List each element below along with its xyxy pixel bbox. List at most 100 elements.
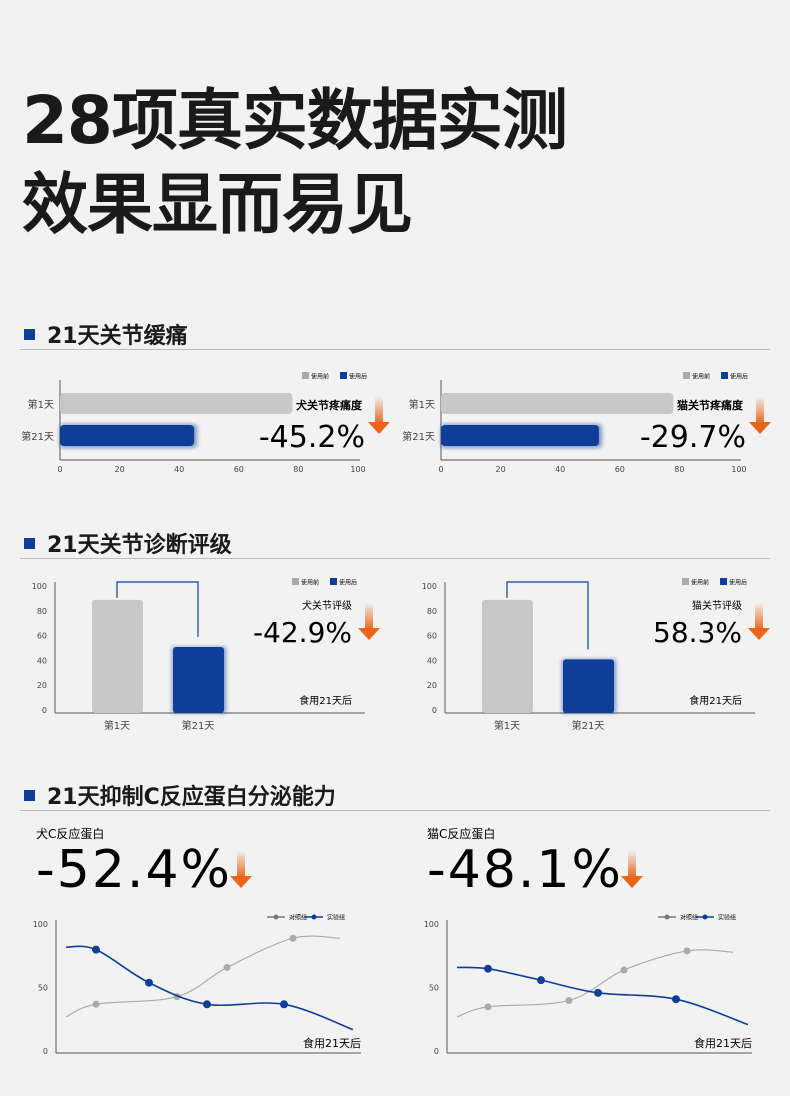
y-tick-label: 0: [42, 706, 47, 715]
legend-swatch: [302, 372, 309, 379]
series-line: [456, 949, 734, 1018]
legend-label: 使用后: [729, 579, 747, 587]
down-arrow-icon: [755, 602, 763, 630]
bar: [441, 393, 674, 414]
data-point: [620, 966, 628, 974]
category-label: 第1天: [104, 719, 130, 732]
legend-label: 使用前: [692, 373, 710, 381]
legend-label: 使用后: [349, 373, 367, 381]
y-tick-label: 0: [434, 1047, 439, 1056]
bar: [482, 599, 533, 713]
section-marker-icon: [24, 789, 35, 801]
data-point: [280, 1000, 288, 1009]
comparison-connector: [506, 581, 589, 650]
section-marker-icon: [24, 537, 35, 549]
y-tick-label: 50: [38, 984, 48, 993]
down-arrow-icon: [756, 396, 764, 424]
legend-marker: [664, 914, 670, 920]
x-tick-label: 0: [438, 465, 443, 474]
data-point: [145, 978, 153, 987]
y-tick-label: 100: [32, 582, 47, 591]
headline-line-1: 28项真实数据实测: [22, 82, 568, 159]
bar: [60, 393, 293, 414]
data-point: [683, 947, 691, 955]
x-tick-label: 100: [350, 465, 365, 474]
legend-label: 使用后: [730, 373, 748, 381]
category-label: 第1天: [494, 719, 520, 732]
metric-label: 犬关节评级: [302, 599, 352, 612]
metric-label: 猫关节评级: [692, 599, 742, 612]
bar: [92, 599, 143, 713]
series-line: [65, 945, 354, 1031]
y-tick-label: 0: [43, 1047, 48, 1056]
legend-swatch: [330, 578, 337, 585]
y-tick-label: 20: [427, 681, 437, 690]
down-arrow-icon: [358, 628, 380, 640]
section-title: 21天抑制C反应蛋白分泌能力: [47, 785, 336, 810]
down-arrow-icon: [748, 628, 770, 640]
legend-swatch: [720, 578, 727, 585]
legend-label: 使用前: [311, 373, 329, 381]
note-label: 食用21天后: [303, 1036, 361, 1050]
x-tick-label: 60: [615, 465, 625, 474]
note-label: 食用21天后: [689, 694, 742, 707]
x-tick-label: 20: [496, 465, 506, 474]
series-line: [65, 935, 341, 1018]
legend-label: 对照组: [680, 914, 698, 922]
change-value: -45.2%: [259, 420, 365, 455]
comparison-connector: [116, 581, 199, 637]
y-tick-label: 80: [37, 607, 47, 616]
category-label: 第21天: [21, 430, 54, 443]
y-tick-label: 100: [33, 920, 48, 929]
legend-marker: [273, 914, 279, 920]
change-value: -42.9%: [253, 616, 352, 649]
metric-label: 犬关节疼痛度: [296, 398, 363, 412]
down-arrow-icon: [365, 602, 373, 630]
y-tick-label: 20: [37, 681, 47, 690]
down-arrow-icon: [628, 850, 636, 878]
legend-marker: [702, 914, 708, 920]
section-title: 21天关节诊断评级: [47, 533, 232, 558]
bar: [60, 425, 195, 446]
x-tick-label: 60: [234, 465, 244, 474]
legend-swatch: [292, 578, 299, 585]
metric-label: 犬C反应蛋白: [36, 826, 104, 841]
y-tick-label: 50: [429, 984, 439, 993]
data-point: [92, 1000, 100, 1008]
change-value: -52.4%: [36, 840, 232, 900]
down-arrow-icon: [621, 876, 643, 888]
data-point: [92, 945, 100, 954]
legend-label: 使用前: [301, 579, 319, 587]
legend-swatch: [682, 578, 689, 585]
legend-swatch: [340, 372, 347, 379]
down-arrow-icon: [749, 422, 771, 434]
divider: [20, 349, 770, 350]
bar: [563, 659, 614, 713]
legend-label: 实验组: [718, 914, 736, 922]
legend-label: 对照组: [289, 914, 307, 922]
legend-label: 使用后: [339, 579, 357, 587]
series-line: [456, 966, 749, 1026]
section-marker-icon: [24, 328, 35, 340]
category-label: 第1天: [28, 398, 54, 411]
legend-label: 使用前: [691, 579, 709, 587]
headline-line-2: 效果显而易见: [22, 166, 413, 243]
data-point: [223, 963, 231, 971]
category-label: 第21天: [572, 719, 605, 732]
divider: [20, 558, 770, 559]
metric-label: 猫C反应蛋白: [427, 826, 495, 841]
section-header: 21天抑制C反应蛋白分泌能力: [24, 779, 336, 811]
y-tick-label: 40: [427, 656, 437, 665]
y-tick-label: 60: [427, 632, 437, 641]
section-title: 21天关节缓痛: [47, 324, 188, 349]
data-point: [594, 988, 602, 997]
bar: [441, 425, 599, 446]
down-arrow-icon: [230, 876, 252, 888]
section-header: 21天关节诊断评级: [24, 527, 232, 559]
data-point: [537, 976, 545, 985]
category-label: 第21天: [182, 719, 215, 732]
data-point: [203, 1000, 211, 1009]
x-tick-label: 100: [731, 465, 746, 474]
category-label: 第21天: [402, 430, 435, 443]
divider: [20, 810, 770, 811]
